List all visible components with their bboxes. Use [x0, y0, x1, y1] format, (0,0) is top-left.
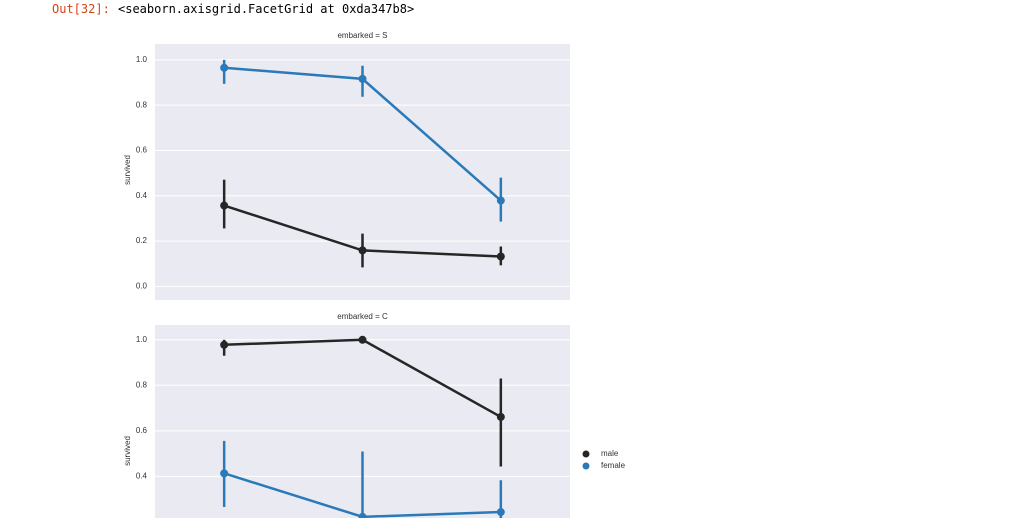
y-tick-label: 0.6 [136, 426, 148, 435]
y-tick-label: 0.2 [136, 236, 148, 245]
point [496, 196, 505, 205]
y-tick-label: 0.4 [136, 471, 148, 480]
legend-label: male [601, 449, 619, 458]
y-tick-label: 0.4 [136, 191, 148, 200]
point [220, 469, 229, 478]
point [358, 246, 367, 255]
point [220, 201, 229, 210]
y-tick-label: 1.0 [136, 55, 148, 64]
y-axis-label: survived [123, 155, 132, 185]
y-tick-label: 0.8 [136, 100, 148, 109]
legend-marker [582, 450, 590, 458]
panel-title: embarked = C [337, 312, 388, 321]
legend-marker [582, 462, 590, 470]
point [496, 508, 505, 517]
legend-label: female [601, 461, 626, 470]
point [358, 74, 367, 83]
output-prompt: Out[32]: [52, 2, 110, 16]
y-axis-label: survived [123, 436, 132, 466]
point [220, 340, 229, 349]
y-tick-label: 0.6 [136, 146, 148, 155]
y-tick-label: 0.0 [136, 282, 148, 291]
panel-title: embarked = S [337, 31, 387, 40]
output-text: <seaborn.axisgrid.FacetGrid at 0xda347b8… [118, 2, 415, 16]
point [358, 335, 367, 344]
point [496, 412, 505, 421]
y-tick-label: 0.8 [136, 380, 148, 389]
point [220, 63, 229, 72]
y-tick-label: 1.0 [136, 335, 148, 344]
point [496, 252, 505, 261]
point [358, 512, 367, 518]
